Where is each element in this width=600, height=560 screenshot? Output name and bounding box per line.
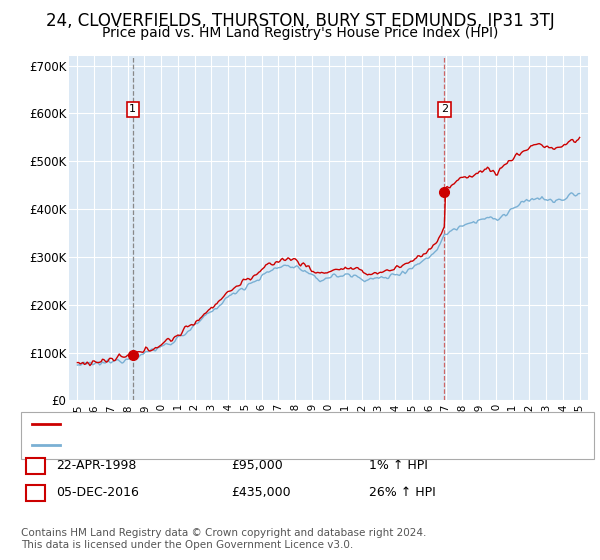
Text: 22-APR-1998: 22-APR-1998 (56, 459, 136, 473)
Text: 2: 2 (441, 104, 448, 114)
Text: 1: 1 (129, 104, 136, 114)
Text: 26% ↑ HPI: 26% ↑ HPI (369, 486, 436, 500)
Text: 2: 2 (31, 486, 40, 500)
Text: Contains HM Land Registry data © Crown copyright and database right 2024.
This d: Contains HM Land Registry data © Crown c… (21, 528, 427, 550)
Text: 05-DEC-2016: 05-DEC-2016 (56, 486, 139, 500)
Text: £95,000: £95,000 (231, 459, 283, 473)
Text: HPI: Average price, detached house, Mid Suffolk: HPI: Average price, detached house, Mid … (67, 440, 335, 450)
Text: 24, CLOVERFIELDS, THURSTON, BURY ST EDMUNDS, IP31 3TJ (detached house): 24, CLOVERFIELDS, THURSTON, BURY ST EDMU… (67, 419, 508, 429)
Text: Price paid vs. HM Land Registry's House Price Index (HPI): Price paid vs. HM Land Registry's House … (102, 26, 498, 40)
Text: 24, CLOVERFIELDS, THURSTON, BURY ST EDMUNDS, IP31 3TJ: 24, CLOVERFIELDS, THURSTON, BURY ST EDMU… (46, 12, 554, 30)
Text: 1: 1 (31, 459, 40, 473)
Text: £435,000: £435,000 (231, 486, 290, 500)
Text: 1% ↑ HPI: 1% ↑ HPI (369, 459, 428, 473)
